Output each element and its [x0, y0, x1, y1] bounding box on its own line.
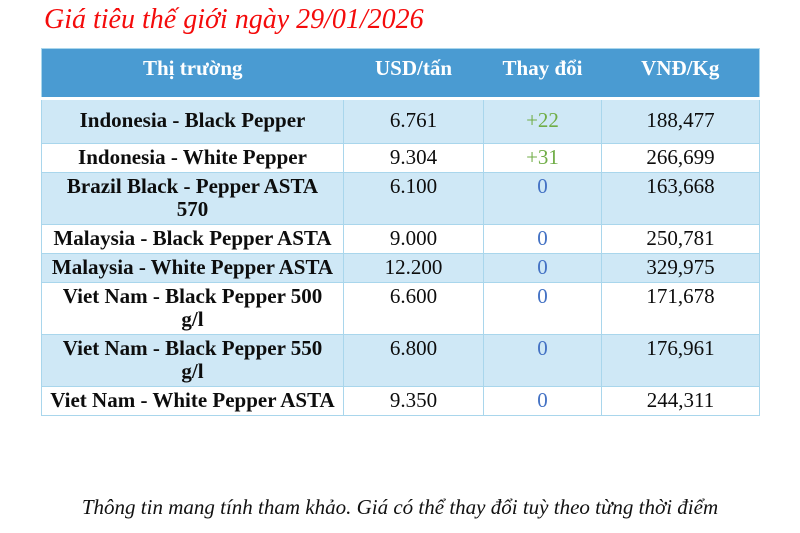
table-row: Viet Nam - Black Pepper 500 g/l 6.600 0 …	[41, 282, 760, 335]
table-header-row: Thị trường USD/tấn Thay đổi VNĐ/Kg	[41, 48, 760, 100]
vnd-cell: 163,668	[601, 172, 760, 225]
market-cell: Viet Nam - Black Pepper 500 g/l	[41, 282, 344, 335]
usd-cell: 6.100	[343, 172, 484, 225]
table-row: Viet Nam - Black Pepper 550 g/l 6.800 0 …	[41, 334, 760, 387]
column-header-vnd: VNĐ/Kg	[601, 48, 760, 100]
market-cell: Malaysia - Black Pepper ASTA	[41, 224, 344, 254]
disclaimer-text: Thông tin mang tính tham khảo. Giá có th…	[81, 495, 719, 519]
market-cell: Viet Nam - Black Pepper 550 g/l	[41, 334, 344, 387]
change-cell: 0	[483, 172, 602, 225]
usd-cell: 6.600	[343, 282, 484, 335]
vnd-cell: 171,678	[601, 282, 760, 335]
table-row: Malaysia - Black Pepper ASTA 9.000 0 250…	[41, 224, 760, 254]
market-cell: Indonesia - Black Pepper	[41, 98, 344, 144]
market-cell: Viet Nam - White Pepper ASTA	[41, 386, 344, 416]
usd-cell: 9.350	[343, 386, 484, 416]
table-row: Malaysia - White Pepper ASTA 12.200 0 32…	[41, 253, 760, 283]
table-row: Viet Nam - White Pepper ASTA 9.350 0 244…	[41, 386, 760, 416]
usd-cell: 9.304	[343, 143, 484, 173]
vnd-cell: 176,961	[601, 334, 760, 387]
column-header-change: Thay đổi	[483, 48, 602, 100]
page-title: Giá tiêu thế giới ngày 29/01/2026	[44, 4, 424, 35]
usd-cell: 12.200	[343, 253, 484, 283]
usd-cell: 6.761	[343, 98, 484, 144]
table-row: Brazil Black - Pepper ASTA 570 6.100 0 1…	[41, 172, 760, 225]
change-cell: +22	[483, 98, 602, 144]
change-cell: 0	[483, 282, 602, 335]
column-header-market: Thị trường	[41, 48, 344, 100]
vnd-cell: 188,477	[601, 98, 760, 144]
table-row: Indonesia - White Pepper 9.304 +31 266,6…	[41, 143, 760, 173]
change-cell: +31	[483, 143, 602, 173]
market-cell: Malaysia - White Pepper ASTA	[41, 253, 344, 283]
market-cell: Indonesia - White Pepper	[41, 143, 344, 173]
vnd-cell: 266,699	[601, 143, 760, 173]
vnd-cell: 250,781	[601, 224, 760, 254]
vnd-cell: 244,311	[601, 386, 760, 416]
market-cell: Brazil Black - Pepper ASTA 570	[41, 172, 344, 225]
vnd-cell: 329,975	[601, 253, 760, 283]
usd-cell: 6.800	[343, 334, 484, 387]
column-header-usd: USD/tấn	[343, 48, 484, 100]
usd-cell: 9.000	[343, 224, 484, 254]
change-cell: 0	[483, 224, 602, 254]
table-row: Indonesia - Black Pepper 6.761 +22 188,4…	[41, 98, 760, 144]
change-cell: 0	[483, 253, 602, 283]
change-cell: 0	[483, 386, 602, 416]
pepper-price-table: Thị trường USD/tấn Thay đổi VNĐ/Kg Indon…	[41, 48, 760, 416]
change-cell: 0	[483, 334, 602, 387]
